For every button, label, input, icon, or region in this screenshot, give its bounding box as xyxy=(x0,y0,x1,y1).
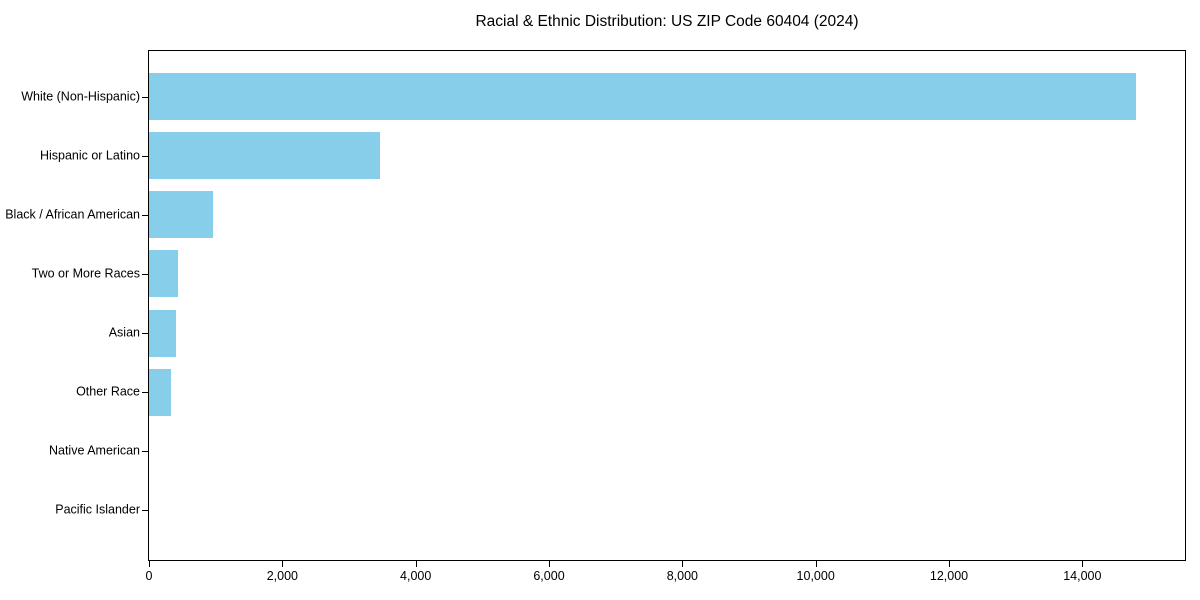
plot-area xyxy=(148,50,1186,561)
x-tick-label: 10,000 xyxy=(796,569,835,583)
x-tick-mark xyxy=(682,561,684,567)
chart-title: Racial & Ethnic Distribution: US ZIP Cod… xyxy=(475,13,859,30)
x-tick-mark xyxy=(815,561,817,567)
y-tick-mark xyxy=(142,96,148,98)
y-tick-label: Black / African American xyxy=(5,207,140,222)
y-tick-mark xyxy=(142,214,148,216)
y-tick-label: Other Race xyxy=(76,384,140,399)
y-tick-label: Pacific Islander xyxy=(55,502,140,517)
bar-4 xyxy=(149,250,179,298)
bar-6 xyxy=(149,368,171,416)
x-tick-label: 14,000 xyxy=(1063,569,1102,583)
y-tick-mark xyxy=(142,273,148,275)
bar-1 xyxy=(149,73,1136,121)
y-tick-mark xyxy=(142,451,148,453)
x-tick-mark xyxy=(282,561,284,567)
x-tick-mark xyxy=(549,561,550,567)
x-tick-mark xyxy=(149,561,150,567)
y-tick-label: White (Non-Hispanic) xyxy=(21,89,140,104)
y-tick-mark xyxy=(142,155,148,157)
x-tick-label: 0 xyxy=(145,569,153,583)
y-tick-label: Hispanic or Latino xyxy=(39,148,140,163)
y-tick-label: Two or More Races xyxy=(31,266,140,281)
x-tick-label: 6,000 xyxy=(533,569,565,583)
x-tick-label: 8,000 xyxy=(666,569,698,583)
y-tick-mark xyxy=(142,333,148,335)
x-tick-label: 12,000 xyxy=(929,569,969,583)
x-tick-mark xyxy=(949,561,950,567)
bar-5 xyxy=(149,309,177,357)
y-tick-label: Asian xyxy=(108,325,140,340)
y-tick-label: Native American xyxy=(48,443,140,458)
y-tick-mark xyxy=(142,392,148,394)
bar-3 xyxy=(149,191,213,239)
x-tick-label: 2,000 xyxy=(266,569,298,583)
x-tick-mark xyxy=(415,561,417,567)
y-tick-mark xyxy=(142,510,148,512)
bar-2 xyxy=(149,132,380,180)
x-tick-label: 4,000 xyxy=(400,569,432,583)
x-tick-mark xyxy=(1082,561,1084,567)
